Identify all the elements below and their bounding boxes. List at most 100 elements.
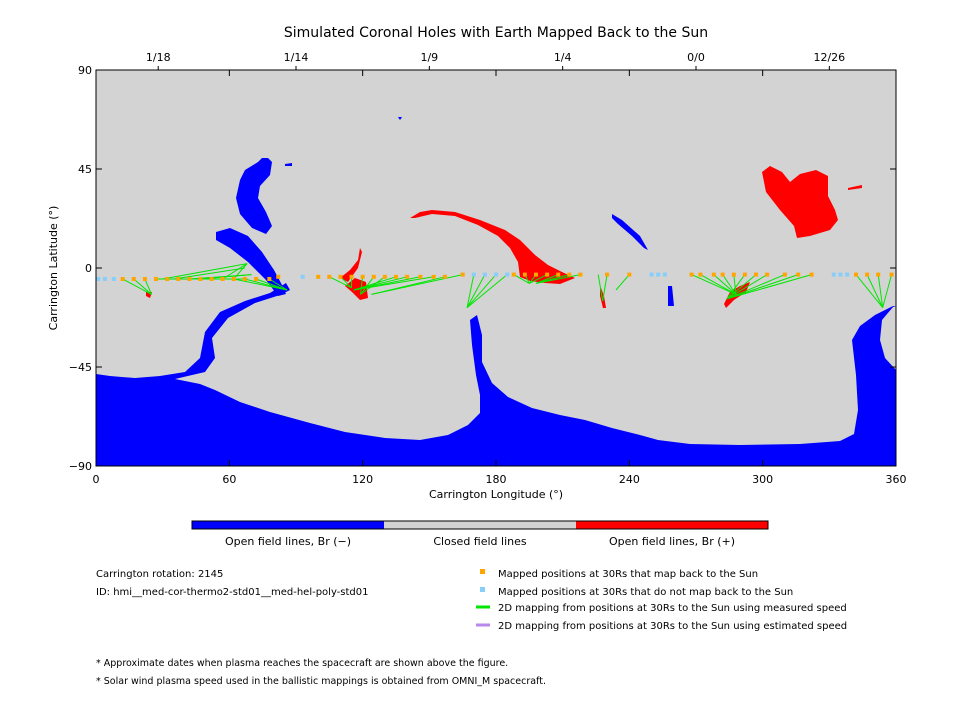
legend-swatch-mapped xyxy=(480,569,485,574)
mapping-line-measured xyxy=(513,274,530,284)
mapping-line-measured xyxy=(855,274,884,308)
mapped-point xyxy=(220,277,225,281)
x-tick-label: 180 xyxy=(486,473,507,486)
mapping-line-measured xyxy=(535,274,581,284)
y-tick-label: 90 xyxy=(78,64,92,77)
date-tick-label: 12/26 xyxy=(813,51,845,64)
positive-hole-equatorial xyxy=(410,210,575,284)
date-tick-label: 1/14 xyxy=(284,51,309,64)
unmapped-point xyxy=(845,272,850,277)
mapping-line-measured xyxy=(726,274,786,300)
mapping-line-measured xyxy=(722,274,737,295)
mapping-line-measured xyxy=(133,278,152,295)
mapping-line-measured xyxy=(691,274,737,295)
legend-swatch-unmapped xyxy=(480,587,485,592)
mapping-line-measured xyxy=(233,278,288,291)
mapping-line-measured xyxy=(222,263,248,280)
mapped-point xyxy=(442,274,447,279)
unmapped-point xyxy=(102,277,107,281)
mapped-point xyxy=(511,272,516,277)
mapped-point xyxy=(605,272,610,277)
mapped-point xyxy=(165,277,170,281)
unmapped-point xyxy=(96,277,101,281)
mapped-point xyxy=(731,272,736,277)
colorbar-frame xyxy=(191,520,769,530)
unmapped-point xyxy=(482,272,487,277)
mapping-line-measured xyxy=(371,274,463,295)
mapped-point xyxy=(418,274,423,279)
mapped-point xyxy=(349,274,354,279)
mapped-point xyxy=(876,272,881,277)
colorbar-label-positive: Open field lines, Br (+) xyxy=(609,535,735,548)
mapped-point xyxy=(567,272,572,277)
mapped-point xyxy=(276,274,281,279)
mapping-line-measured xyxy=(162,263,248,280)
legend-label-mapped: Mapped positions at 30Rs that map back t… xyxy=(498,569,758,580)
mapped-point xyxy=(782,272,787,277)
mapped-point xyxy=(371,274,376,279)
mapping-line-measured xyxy=(726,274,799,300)
mapped-point xyxy=(689,272,694,277)
y-tick-label: 45 xyxy=(78,163,92,176)
mapped-point xyxy=(809,272,814,277)
legend-label-measured: 2D mapping from positions at 30Rs to the… xyxy=(498,603,847,614)
unmapped-point xyxy=(831,272,836,277)
mapping-line-measured xyxy=(144,278,153,295)
mapped-point xyxy=(154,277,158,281)
mapped-point xyxy=(360,274,365,279)
mapping-line-measured xyxy=(359,276,364,295)
chart-title: Simulated Coronal Holes with Earth Mappe… xyxy=(284,25,708,41)
mapped-point xyxy=(460,272,465,277)
note-speed: * Solar wind plasma speed used in the ba… xyxy=(96,676,546,687)
y-axis-label: Carrington Latitude (°) xyxy=(47,206,60,331)
mapped-point xyxy=(854,272,858,277)
mapping-line-measured xyxy=(122,278,152,295)
x-tick-label: 0 xyxy=(93,473,100,486)
x-tick-label: 240 xyxy=(619,473,640,486)
mapped-point xyxy=(242,277,247,281)
mapped-point xyxy=(382,274,387,279)
mapped-point xyxy=(131,277,136,281)
mapping-line-measured xyxy=(329,276,352,289)
x-tick-label: 120 xyxy=(352,473,373,486)
unmapped-point xyxy=(471,272,476,277)
x-axis-label: Carrington Longitude (°) xyxy=(429,488,563,501)
mapping-line-measured xyxy=(726,274,768,300)
x-tick-label: 60 xyxy=(222,473,236,486)
mapping-line-measured xyxy=(615,274,630,291)
mapped-point xyxy=(534,272,538,277)
unmapped-point xyxy=(300,274,305,279)
mapping-line-measured xyxy=(353,276,434,291)
colorbar-positive xyxy=(576,521,768,529)
mapping-line-measured xyxy=(269,278,288,291)
plot-area xyxy=(96,70,896,466)
mapped-point xyxy=(209,277,214,281)
mapping-line-measured xyxy=(597,274,604,302)
mapped-point xyxy=(327,274,332,279)
mapped-point xyxy=(187,277,192,281)
mapped-point xyxy=(578,272,583,277)
mapped-point xyxy=(231,277,236,281)
mapping-line-measured xyxy=(700,274,737,295)
mapped-point xyxy=(754,272,758,277)
mapped-point xyxy=(142,277,147,281)
mapping-line-measured xyxy=(602,274,608,302)
mapped-point xyxy=(176,277,181,281)
mapped-point xyxy=(198,277,203,281)
mapped-points xyxy=(96,272,894,281)
unmapped-point xyxy=(662,272,667,277)
positive-hole-north xyxy=(762,166,862,238)
y-tick-label: −90 xyxy=(69,460,92,473)
mapping-line-measured xyxy=(466,274,486,308)
mapping-line-measured xyxy=(877,274,884,308)
mapping-line-measured xyxy=(173,267,245,280)
mapped-point xyxy=(120,277,125,281)
mapped-point xyxy=(765,272,770,277)
mapped-point xyxy=(742,272,747,277)
mapped-point xyxy=(545,272,550,277)
mapping-line-measured xyxy=(233,263,248,280)
legend: Mapped positions at 30Rs that map back t… xyxy=(476,569,847,632)
unmapped-point xyxy=(656,272,661,277)
mapped-point xyxy=(889,272,894,277)
mapped-point xyxy=(556,272,561,277)
